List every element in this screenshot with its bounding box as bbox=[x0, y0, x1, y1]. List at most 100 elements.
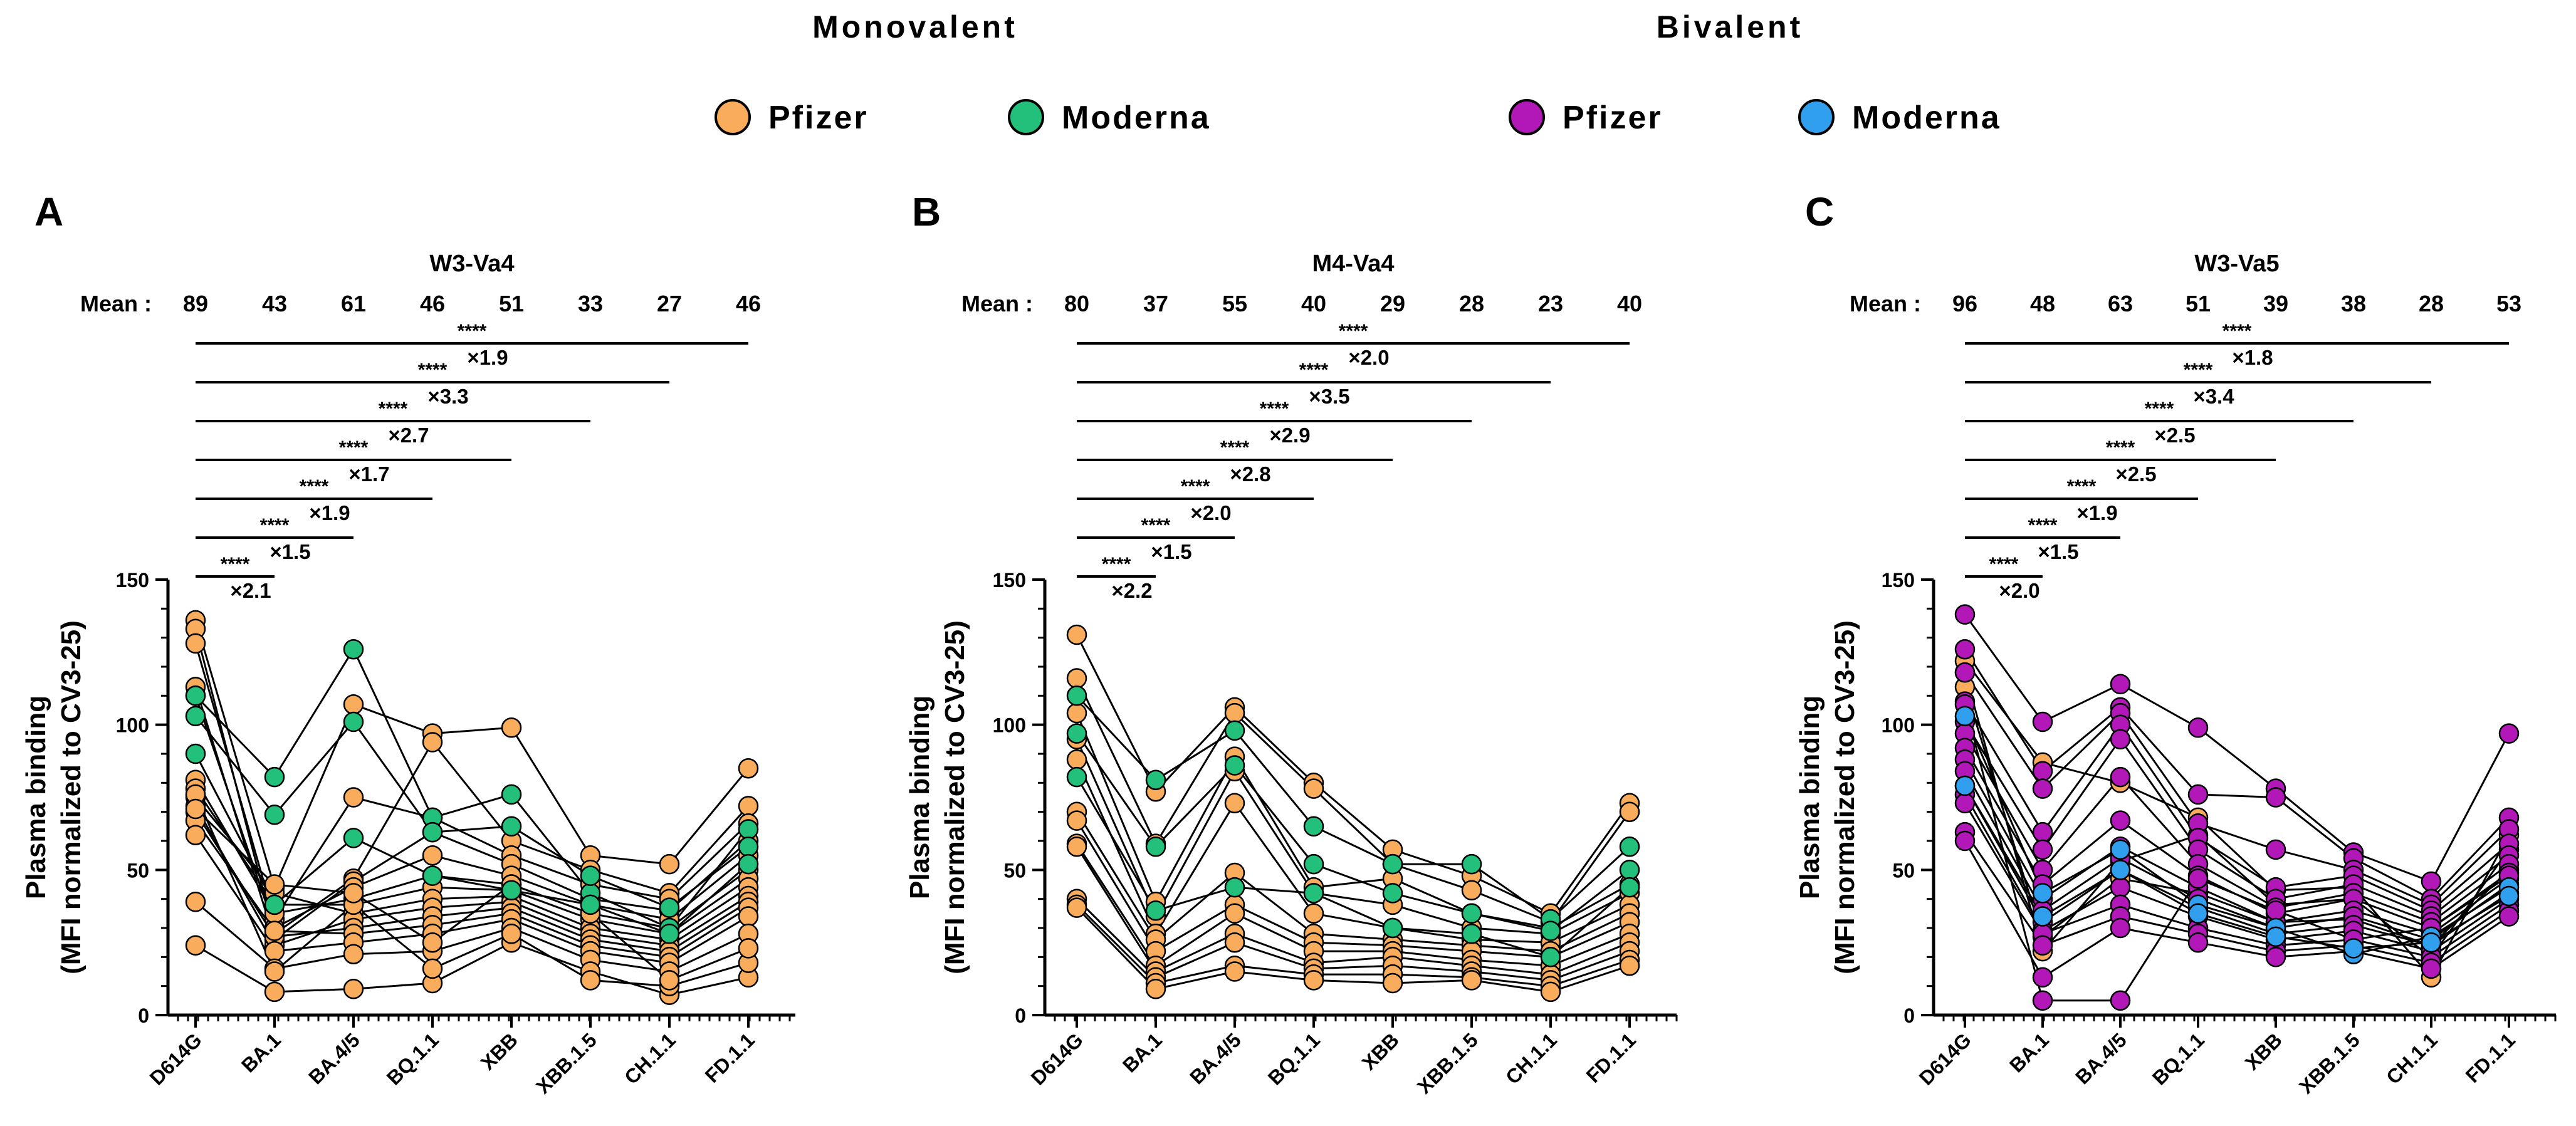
panel-a-mean-6: 33 bbox=[578, 291, 603, 316]
panel-a-line-pfizer-4 bbox=[194, 686, 749, 941]
panel-c-y-label-line2: (MFI normalized to CV3-25) bbox=[1830, 620, 1860, 974]
panel-c-point-bivalent-pfizer-1-fd-1-1 bbox=[2498, 723, 2520, 744]
panel-a-sig-fold-5: ×2.7 bbox=[388, 424, 429, 447]
panel-c-line-bivalent-moderna-2 bbox=[1964, 785, 2510, 949]
panel-a-mean-5: 51 bbox=[499, 291, 524, 316]
panel-c-line-bivalent-moderna-1 bbox=[1964, 716, 2510, 956]
panel-c-line-bivalent-pfizer-13 bbox=[1964, 831, 2510, 964]
panel-c-mean-1: 96 bbox=[1952, 291, 1977, 316]
panel-b-point-moderna-2-ch-1-1 bbox=[1540, 920, 1561, 941]
panel-c-point-bivalent-pfizer-14-fd-1-1 bbox=[2498, 906, 2520, 927]
panel-b-y-label-line1: Plasma binding bbox=[904, 696, 935, 899]
legend-marker-monovalent-moderna bbox=[1008, 99, 1044, 135]
panel-a-point-pfizer-2-bq-1-1 bbox=[422, 732, 443, 753]
panel-c-point-bivalent-pfizer-14-xbb bbox=[2265, 947, 2286, 967]
panel-a-point-moderna-3-xbb-1-5 bbox=[580, 894, 601, 915]
panel-b-mean-7: 23 bbox=[1538, 291, 1563, 316]
panel-c-point-bivalent-moderna-2-ch-1-1 bbox=[2421, 932, 2442, 953]
panel-b-point-moderna-1-xbb-1-5 bbox=[1461, 853, 1482, 875]
panel-a-sig-fold-3: ×1.9 bbox=[309, 501, 350, 524]
panel-c-x-tick-label-1: D614G bbox=[1915, 1028, 1976, 1089]
panel-a-point-pfizer-14-ba-4-5 bbox=[343, 979, 364, 999]
panel-a-line-pfizer-12 bbox=[194, 834, 749, 964]
panel-b-point-moderna-2-xbb bbox=[1382, 883, 1403, 904]
panel-b-point-pfizer-2-bq-1-1 bbox=[1303, 778, 1324, 799]
panel-c-y-label-line1: Plasma binding bbox=[1794, 696, 1825, 899]
panel-b-point-moderna-2-d614g bbox=[1066, 723, 1087, 744]
panel-a-x-tick-label-4: BQ.1.1 bbox=[382, 1028, 443, 1089]
panel-b: B M4-Va4 Mean : 80 37 55 40 29 28 23 40 **** ×2.2 ***… bbox=[904, 189, 1678, 1098]
panel-b-point-pfizer-2-d614g bbox=[1066, 668, 1087, 689]
panel-c: C W3-Va5 Mean : 96 48 63 51 39 38 28 53 **** ×2.0 ***… bbox=[1794, 189, 2557, 1098]
panel-a-point-pfizer-16-ch-1-1 bbox=[659, 970, 680, 991]
panel-b-line-pfizer-12 bbox=[1076, 907, 1630, 993]
panel-a-sig-stars-6: **** bbox=[418, 360, 448, 380]
panel-a-line-pfizer-11 bbox=[194, 820, 749, 958]
panel-c-mean-2: 48 bbox=[2030, 291, 2055, 316]
panel-b-point-pfizer-12-xbb bbox=[1382, 972, 1403, 994]
panel-a-point-moderna-1-d614g bbox=[185, 686, 206, 706]
panel-a-line-pfizer-6 bbox=[194, 779, 749, 929]
panel-a-point-moderna-1-ba-1 bbox=[264, 766, 285, 788]
panel-c-sig-stars-5: **** bbox=[2145, 399, 2174, 419]
panel-b-y-label-line2: (MFI normalized to CV3-25) bbox=[940, 620, 970, 974]
panel-b-point-pfizer-12-ba-4-5 bbox=[1224, 961, 1245, 982]
panel-b-mean-label: Mean : bbox=[961, 291, 1033, 316]
panel-a-point-moderna-2-ba-1 bbox=[264, 805, 285, 825]
panel-b-line-pfizer-4 bbox=[1076, 739, 1630, 935]
panel-b-sig-fold-7: ×2.0 bbox=[1348, 346, 1389, 369]
panel-a-point-pfizer-5-bq-1-1 bbox=[422, 845, 443, 866]
panel-c-point-bivalent-pfizer-14-bq-1-1 bbox=[2187, 932, 2209, 953]
panel-a-y-tick-label-150: 150 bbox=[116, 569, 149, 592]
panel-c-x-tick-label-6: XBB.1.5 bbox=[2295, 1028, 2364, 1098]
panel-a-point-pfizer-3-d614g bbox=[185, 633, 206, 654]
panel-c-point-bivalent-moderna-2-xbb bbox=[2265, 926, 2286, 947]
panel-b-point-pfizer-12-xbb-1-5 bbox=[1461, 970, 1482, 991]
panel-a-y-tick-label-100: 100 bbox=[116, 714, 149, 737]
panel-a-point-moderna-3-d614g bbox=[185, 743, 206, 764]
panel-b-point-moderna-1-fd-1-1 bbox=[1619, 837, 1640, 857]
panel-a-sig-stars-7: **** bbox=[458, 321, 487, 341]
panel-a-point-moderna-3-bq-1-1 bbox=[422, 865, 443, 886]
panel-a-point-moderna-3-fd-1-1 bbox=[738, 853, 759, 875]
panel-b-y-tick-label-0: 0 bbox=[1015, 1004, 1026, 1027]
panel-a-point-pfizer-1-ba-4-5 bbox=[343, 694, 364, 715]
panel-a-y-tick-label-0: 0 bbox=[138, 1004, 149, 1027]
panel-b-mean-5: 29 bbox=[1380, 291, 1405, 316]
panel-a-y-label-line1: Plasma binding bbox=[21, 696, 51, 899]
panel-a-sig-fold-1: ×2.1 bbox=[230, 579, 271, 602]
panel-b-point-moderna-3-ba-4-5 bbox=[1224, 877, 1245, 898]
panel-b-point-moderna-3-xbb bbox=[1382, 917, 1403, 939]
panel-b-x-tick-label-2: BA.1 bbox=[1118, 1028, 1166, 1076]
panel-a-sig-stars-2: **** bbox=[260, 515, 290, 536]
panel-c-point-bivalent-pfizer-2-xbb bbox=[2265, 787, 2286, 808]
panel-b-point-moderna-3-ba-1 bbox=[1145, 900, 1166, 921]
panel-b-mean-4: 40 bbox=[1301, 291, 1326, 316]
panel-b-line-pfizer-7 bbox=[1076, 820, 1630, 958]
panel-b-letter: B bbox=[912, 189, 941, 234]
panel-a-sig-fold-7: ×1.9 bbox=[467, 346, 508, 369]
panel-b-mean-8: 40 bbox=[1617, 291, 1642, 316]
panel-c-point-bivalent-moderna-2-xbb-1-5 bbox=[2343, 938, 2364, 959]
legend-marker-bivalent-moderna bbox=[1798, 99, 1835, 135]
panel-c-sig-stars-6: **** bbox=[2184, 360, 2213, 380]
panel-b-point-pfizer-12-ch-1-1 bbox=[1540, 981, 1561, 1003]
panel-c-line-bivalent-pfizer-11 bbox=[1964, 794, 2510, 952]
panel-c-line-bivalent-pfizer-10 bbox=[1964, 785, 2510, 947]
panel-c-line-bivalent-pfizer-2 bbox=[1964, 649, 2510, 900]
panel-c-point-bivalent-pfizer-3-ba-1 bbox=[2032, 778, 2053, 799]
panel-a-sig-fold-2: ×1.5 bbox=[270, 540, 310, 563]
panel-b-line-pfizer-9 bbox=[1076, 846, 1630, 976]
panel-b-point-moderna-1-ba-4-5 bbox=[1224, 720, 1245, 741]
panel-c-line-pfizer-1 bbox=[1964, 660, 2510, 979]
panel-c-point-bivalent-moderna-2-ba-1 bbox=[2032, 906, 2053, 927]
panel-c-point-bivalent-pfizer-1-ba-1 bbox=[2032, 711, 2053, 732]
panel-b-sig-stars-1: **** bbox=[1102, 554, 1131, 575]
panel-c-sig-fold-5: ×2.5 bbox=[2154, 424, 2195, 447]
panel-c-y-tick-label-50: 50 bbox=[1892, 859, 1915, 882]
panel-b-x-tick-label-1: D614G bbox=[1027, 1028, 1087, 1089]
panel-c-point-bivalent-pfizer-1-d614g bbox=[1954, 604, 1976, 625]
panel-a-line-pfizer-15 bbox=[194, 794, 749, 988]
panel-c-title: W3-Va5 bbox=[2194, 251, 2279, 277]
panel-c-mean-label: Mean : bbox=[1850, 291, 1921, 316]
